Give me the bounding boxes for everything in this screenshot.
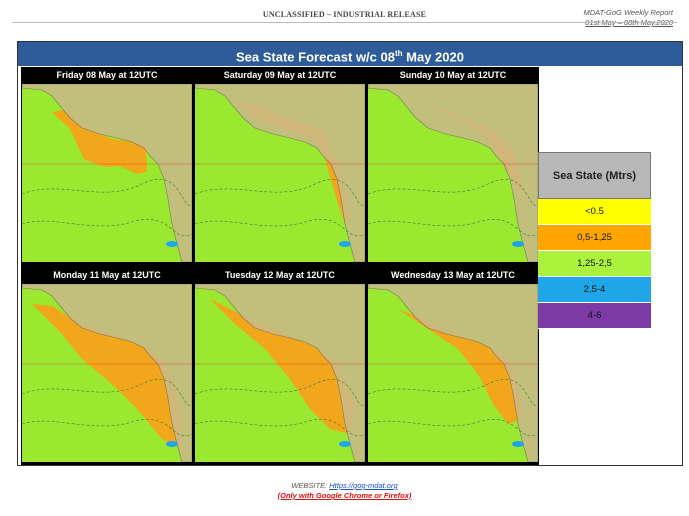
contour-line — [195, 219, 365, 237]
contour-line — [368, 219, 538, 237]
contour-line — [195, 378, 365, 406]
contour-line — [22, 219, 192, 237]
contour-line — [22, 378, 192, 406]
rough-sea-patch — [339, 441, 351, 447]
sea-state-map — [195, 284, 365, 462]
sea-state-map — [22, 284, 192, 462]
map-panel-friday: Friday 08 May at 12UTC — [22, 67, 192, 262]
browser-note: (Only with Google Chrome or Firefox) — [277, 491, 412, 500]
legend-item: 0,5-1,25 — [538, 225, 651, 251]
calm-sea-zone — [210, 299, 355, 434]
panel-title: Friday 08 May at 12UTC — [22, 67, 192, 84]
landmass — [22, 284, 192, 462]
landmass — [195, 84, 365, 262]
figure-title: Sea State Forecast w/c 08th May 2020 — [18, 42, 682, 66]
classification-banner: UNCLASSIFIED – INDUSTRIAL RELEASE — [262, 10, 427, 19]
rough-sea-patch — [339, 241, 351, 247]
landmass — [22, 84, 192, 262]
sea-state-map — [195, 84, 365, 262]
contour-line — [368, 178, 538, 206]
forecast-map-grid: Friday 08 May at 12UTC Saturday 09 May a… — [21, 67, 539, 465]
landmass — [368, 284, 538, 462]
header-divider — [12, 22, 677, 23]
panel-title: Tuesday 12 May at 12UTC — [195, 267, 365, 284]
sea-state-map — [22, 84, 192, 262]
rough-sea-patch — [166, 441, 178, 447]
map-panel-monday: Monday 11 May at 12UTC — [22, 267, 192, 462]
sea-state-map — [368, 84, 538, 262]
figure-title-sup: th — [394, 49, 403, 58]
panel-title: Monday 11 May at 12UTC — [22, 267, 192, 284]
map-panel-wednesday: Wednesday 13 May at 12UTC — [368, 267, 538, 462]
calm-sea-zone — [52, 110, 147, 174]
rough-sea-patch — [512, 441, 524, 447]
sea-state-legend: Sea State (Mtrs) <0.5 0,5-1,25 1,25-2,5 2,5… — [538, 152, 651, 329]
figure-title-main: Sea State Forecast w/c 08 — [236, 49, 395, 65]
sea-state-map — [368, 284, 538, 462]
legend-title: Sea State (Mtrs) — [538, 152, 651, 199]
website-label: WEBSITE: — [291, 481, 330, 490]
contour-line — [368, 378, 538, 406]
contour-line — [22, 419, 192, 437]
contour-line — [22, 178, 192, 206]
figure-title-end: May 2020 — [402, 49, 464, 65]
landmass — [195, 284, 365, 462]
report-dates: 01st May – 08th May.2020 — [585, 18, 673, 27]
map-panel-saturday: Saturday 09 May at 12UTC — [195, 67, 365, 262]
contour-line — [195, 178, 365, 206]
panel-title: Wednesday 13 May at 12UTC — [368, 267, 538, 284]
website-link[interactable]: Https://gog-mdat.org — [329, 481, 398, 490]
legend-item: <0.5 — [538, 199, 651, 225]
landmass — [368, 84, 538, 262]
map-panel-sunday: Sunday 10 May at 12UTC — [368, 67, 538, 262]
legend-item: 1,25-2,5 — [538, 251, 651, 277]
legend-item: 4-6 — [538, 303, 651, 329]
page-footer: WEBSITE: Https://gog-mdat.org (Only with… — [0, 481, 689, 501]
calm-sea-zone — [32, 304, 182, 449]
calm-sea-zone — [398, 309, 523, 424]
report-reference: MDAT-GoG Weekly Report 01st May – 08th M… — [584, 8, 673, 28]
map-panel-tuesday: Tuesday 12 May at 12UTC — [195, 267, 365, 462]
legend-item: 2,5-4 — [538, 277, 651, 303]
report-title: MDAT-GoG Weekly Report — [583, 8, 673, 17]
panel-title: Saturday 09 May at 12UTC — [195, 67, 365, 84]
forecast-figure: Sea State Forecast w/c 08th May 2020 Fri… — [17, 41, 683, 466]
panel-title: Sunday 10 May at 12UTC — [368, 67, 538, 84]
contour-line — [368, 419, 538, 437]
rough-sea-patch — [166, 241, 178, 247]
rough-sea-patch — [512, 241, 524, 247]
contour-line — [195, 419, 365, 437]
